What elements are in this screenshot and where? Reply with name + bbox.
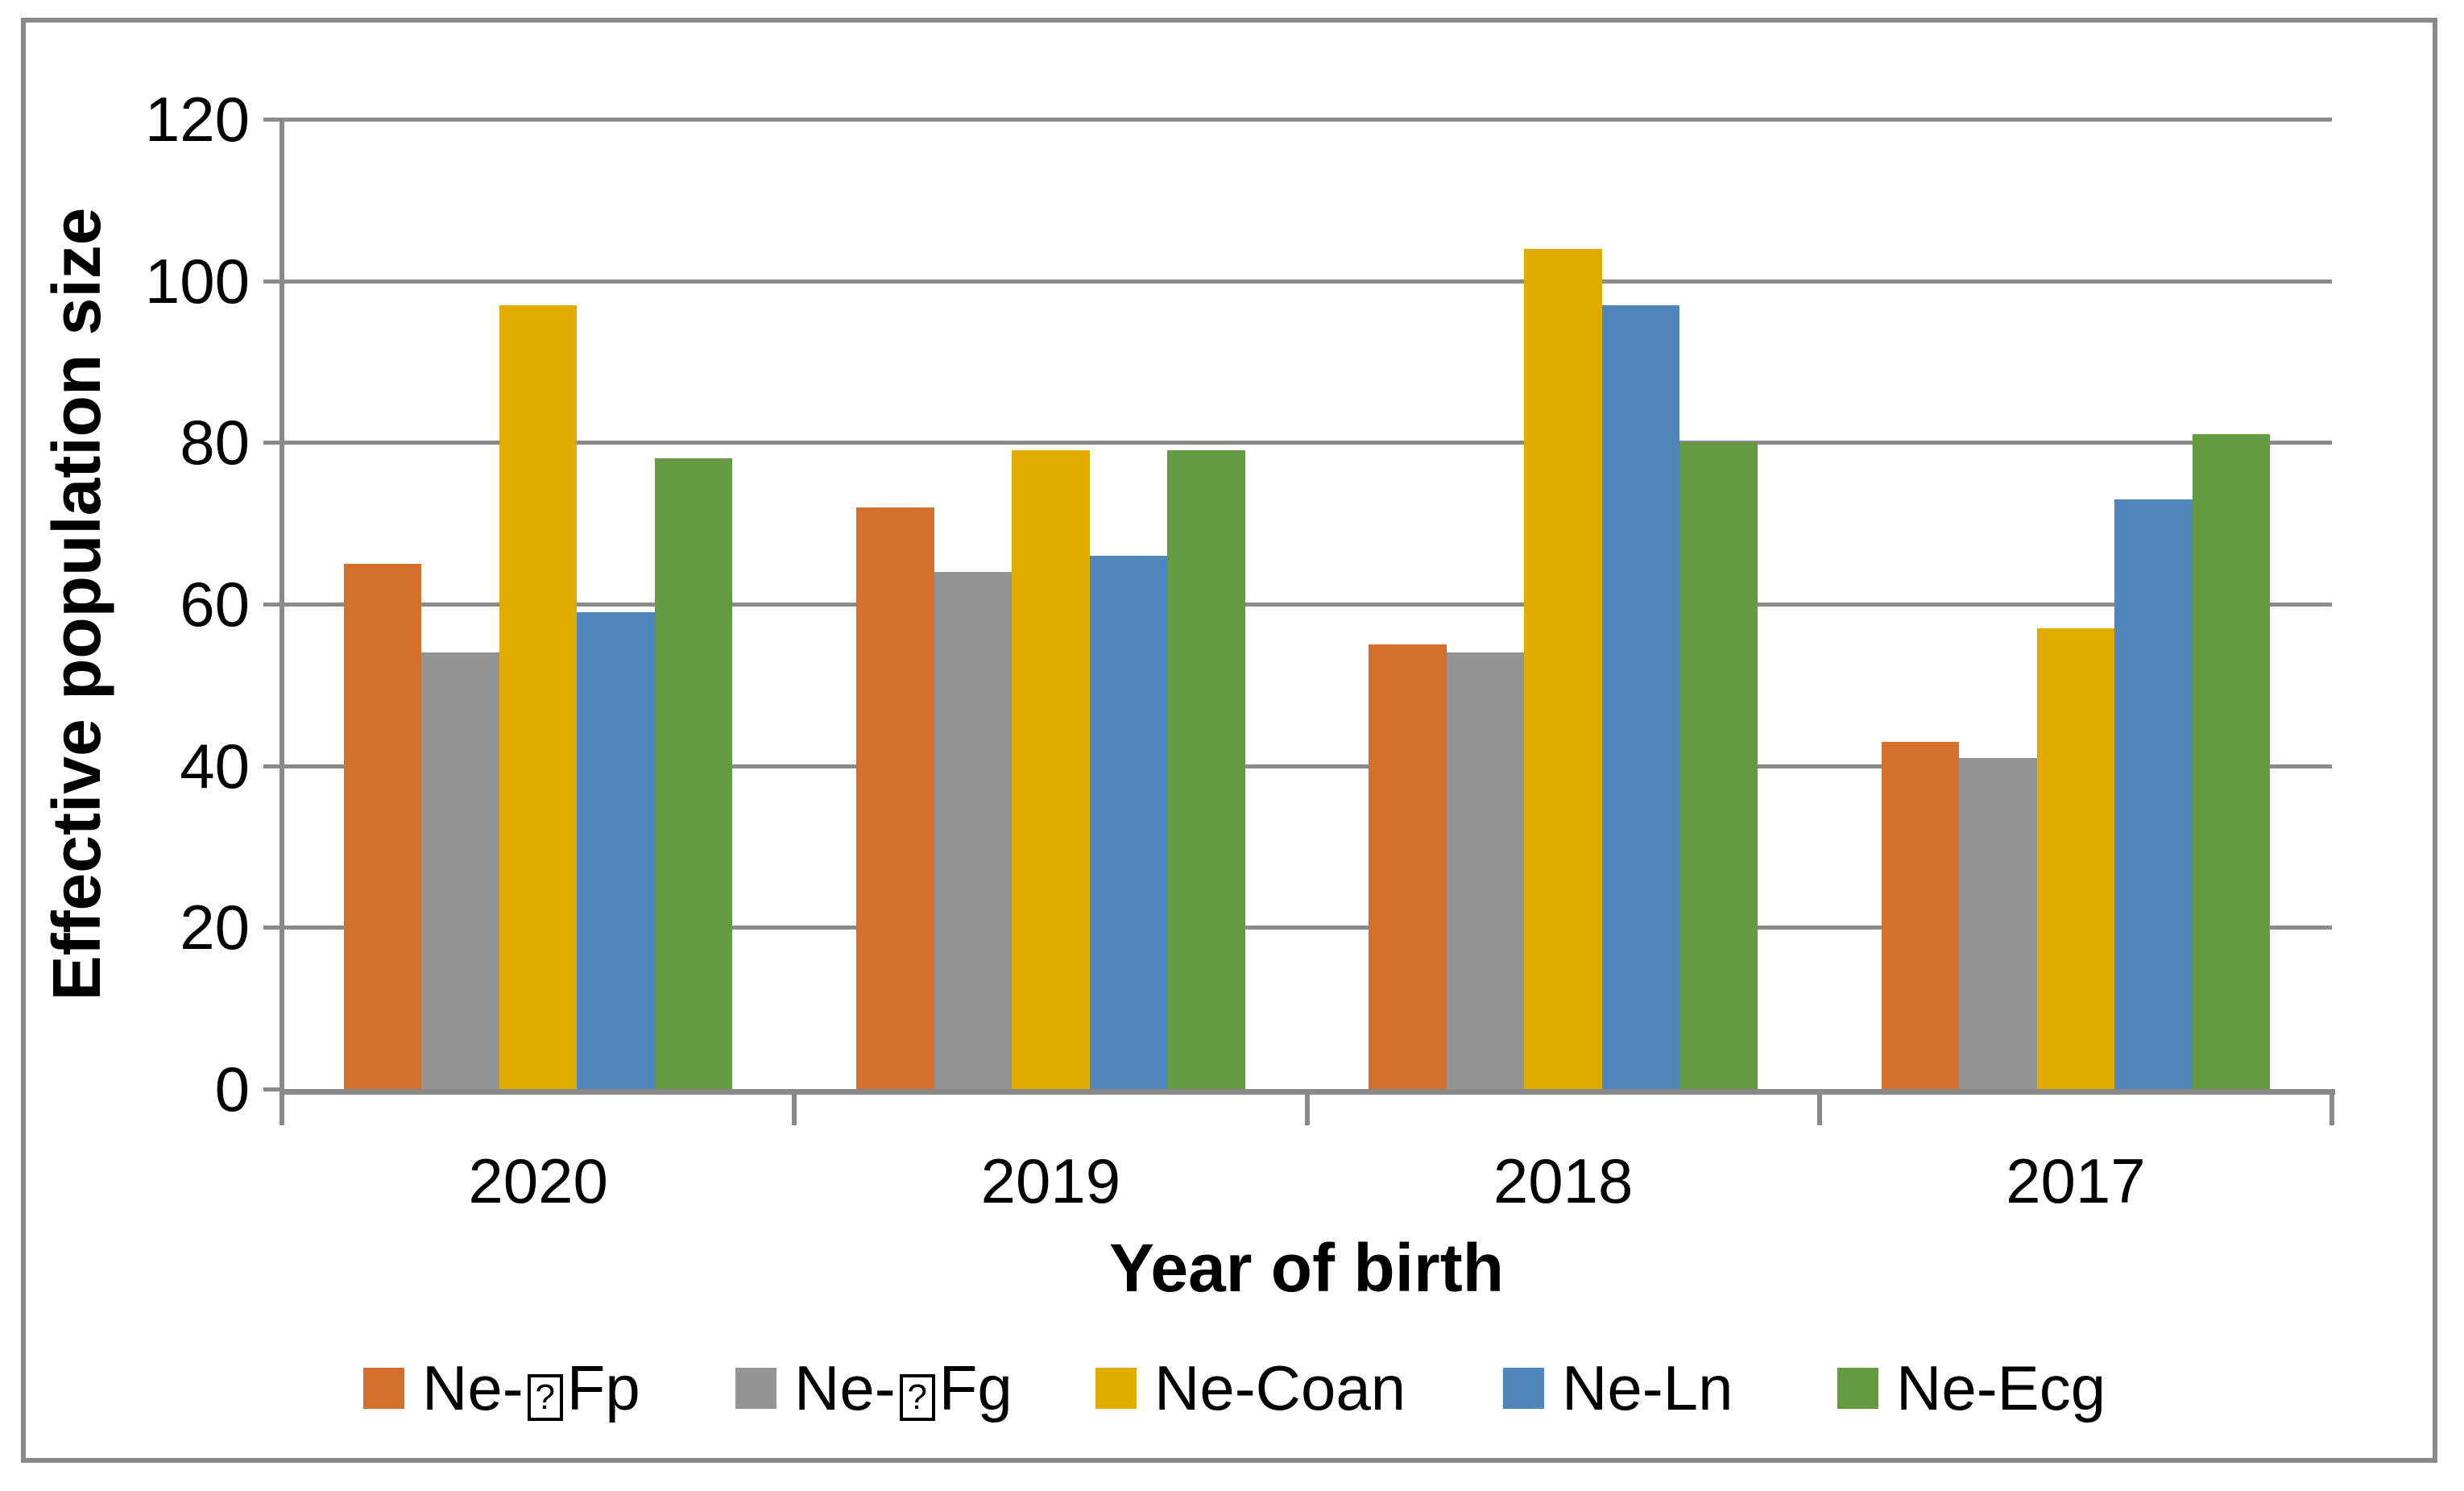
bar bbox=[1524, 248, 1602, 1089]
y-gridline bbox=[282, 764, 2332, 768]
y-gridline bbox=[282, 603, 2332, 607]
bar bbox=[1881, 741, 1960, 1089]
y-axis-tick bbox=[263, 1087, 282, 1091]
bar bbox=[1601, 304, 1680, 1089]
bar bbox=[1959, 757, 2037, 1089]
y-axis-tick bbox=[263, 764, 282, 768]
bar bbox=[1012, 450, 1090, 1089]
bar bbox=[2114, 499, 2193, 1089]
x-axis-tick bbox=[2329, 1089, 2334, 1125]
bar bbox=[1369, 644, 1447, 1089]
y-gridline bbox=[282, 118, 2332, 122]
x-axis-tick bbox=[280, 1089, 284, 1125]
y-axis-tick bbox=[263, 118, 282, 122]
y-gridline bbox=[282, 279, 2332, 284]
x-axis-tick bbox=[1816, 1089, 1822, 1125]
y-axis-tick-label: 40 bbox=[180, 730, 250, 801]
y-axis-tick bbox=[263, 279, 282, 284]
bar bbox=[1089, 555, 1168, 1089]
x-axis-tick-label: 2019 bbox=[980, 1145, 1121, 1216]
bar bbox=[2192, 434, 2271, 1089]
bar bbox=[1679, 442, 1758, 1089]
x-axis-title: Year of birth bbox=[1108, 1230, 1505, 1306]
x-axis-tick bbox=[1304, 1089, 1310, 1125]
y-axis-tick-label: 80 bbox=[180, 407, 250, 478]
y-axis-title: Effective population size bbox=[39, 207, 114, 1001]
x-axis-tick-label: 2020 bbox=[468, 1145, 608, 1216]
y-axis-line bbox=[280, 119, 284, 1095]
bar bbox=[934, 571, 1013, 1089]
y-axis-tick bbox=[263, 603, 282, 607]
bar bbox=[1446, 652, 1525, 1089]
y-axis-tick-label: 60 bbox=[180, 569, 250, 640]
bar bbox=[499, 304, 578, 1089]
bar bbox=[343, 563, 422, 1089]
x-axis-tick-label: 2017 bbox=[2006, 1145, 2146, 1216]
y-gridline bbox=[282, 441, 2332, 445]
y-axis-tick bbox=[263, 441, 282, 445]
bar bbox=[577, 612, 655, 1089]
bar bbox=[856, 507, 934, 1089]
x-axis-tick-label: 2018 bbox=[1493, 1145, 1634, 1216]
y-axis-tick-label: 100 bbox=[144, 245, 250, 317]
bar bbox=[2036, 628, 2115, 1089]
bar bbox=[1167, 450, 1245, 1089]
y-axis-tick-label: 120 bbox=[144, 84, 250, 155]
y-gridline bbox=[282, 926, 2332, 930]
bar bbox=[654, 458, 733, 1089]
y-axis-tick-label: 0 bbox=[214, 1054, 250, 1124]
bar bbox=[421, 652, 499, 1089]
y-axis-tick-label: 20 bbox=[180, 892, 250, 963]
x-axis-tick bbox=[792, 1089, 797, 1125]
y-axis-tick bbox=[263, 926, 282, 930]
